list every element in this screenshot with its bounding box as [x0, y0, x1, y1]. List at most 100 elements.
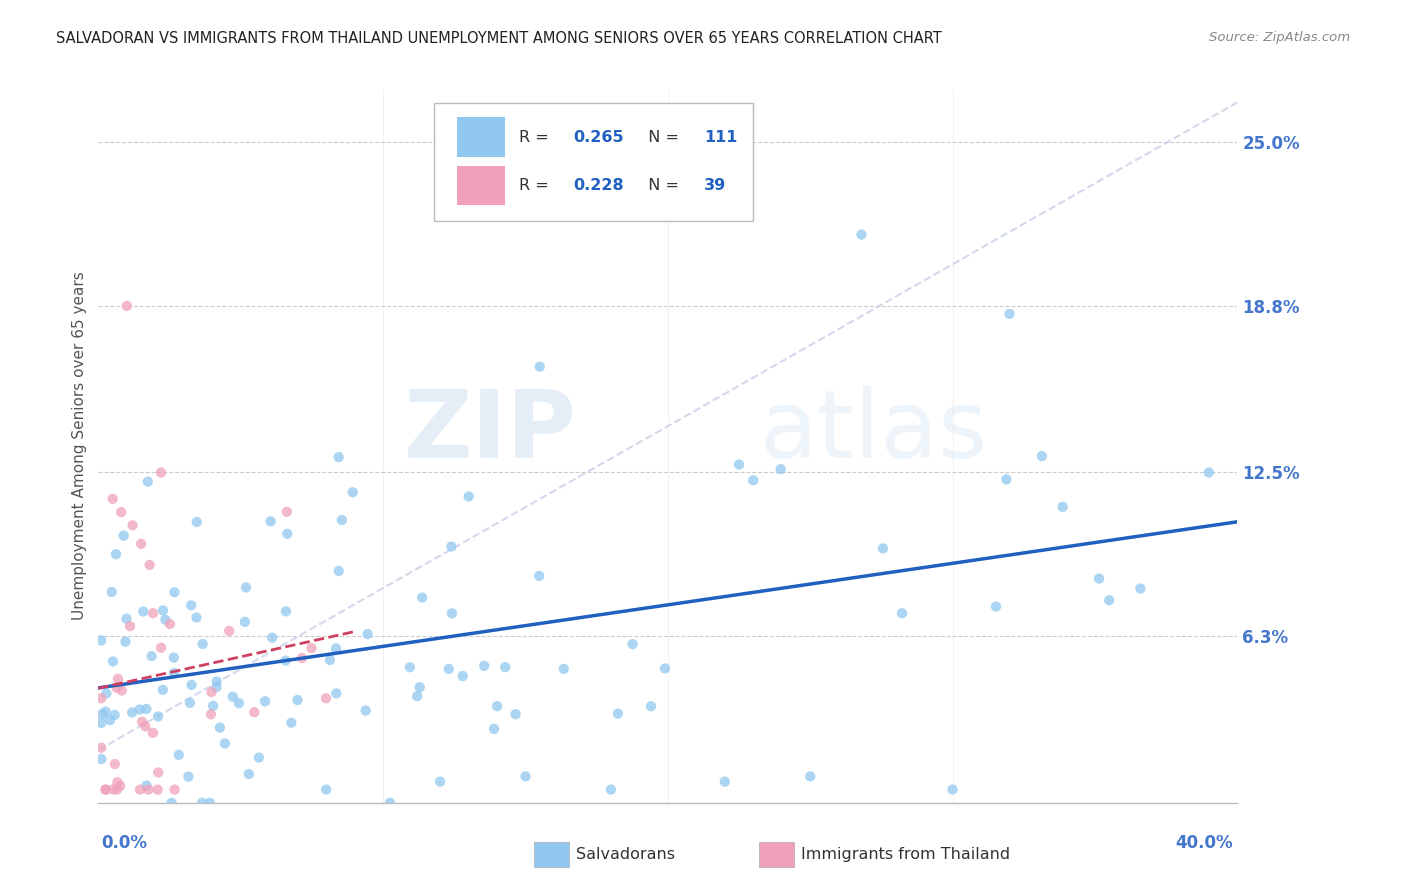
Point	[621, 637, 644, 651]
FancyBboxPatch shape	[434, 103, 754, 221]
Point	[200, 707, 222, 722]
Point	[315, 782, 337, 797]
Point	[135, 779, 157, 793]
Point	[107, 672, 129, 686]
Point	[179, 696, 201, 710]
Point	[529, 359, 551, 374]
Point	[472, 659, 495, 673]
Point	[342, 485, 364, 500]
Point	[146, 782, 169, 797]
Point	[440, 607, 463, 621]
Point	[1031, 449, 1053, 463]
Point	[205, 674, 228, 689]
Point	[214, 737, 236, 751]
Point	[243, 706, 266, 720]
Point	[105, 681, 128, 695]
Point	[134, 719, 156, 733]
Text: ZIP: ZIP	[404, 385, 576, 478]
Point	[142, 606, 165, 620]
Text: 0.228: 0.228	[574, 178, 624, 193]
Point	[228, 696, 250, 710]
Point	[494, 660, 516, 674]
Point	[90, 715, 112, 730]
Point	[872, 541, 894, 556]
Point	[135, 702, 157, 716]
Point	[356, 627, 378, 641]
Point	[274, 654, 297, 668]
Point	[96, 686, 118, 700]
Point	[515, 769, 537, 783]
Point	[129, 782, 152, 797]
Point	[90, 633, 112, 648]
Point	[274, 604, 297, 618]
Point	[891, 606, 914, 620]
Point	[191, 637, 214, 651]
Point	[101, 491, 124, 506]
Point	[399, 660, 422, 674]
Point	[112, 529, 135, 543]
Point	[276, 526, 298, 541]
Point	[167, 747, 190, 762]
Point	[276, 505, 298, 519]
Point	[328, 564, 350, 578]
Point	[262, 631, 284, 645]
Point	[111, 683, 134, 698]
Point	[148, 765, 170, 780]
Point	[198, 796, 221, 810]
Text: atlas: atlas	[759, 385, 987, 478]
Text: 0.265: 0.265	[574, 129, 624, 145]
Point	[150, 466, 173, 480]
Point	[328, 450, 350, 464]
Point	[129, 537, 152, 551]
Point	[152, 603, 174, 617]
Point	[128, 702, 150, 716]
Point	[769, 462, 792, 476]
Point	[159, 617, 181, 632]
Point	[253, 694, 276, 708]
Point	[260, 514, 283, 528]
Point	[984, 599, 1007, 614]
Point	[247, 750, 270, 764]
Point	[330, 513, 353, 527]
Point	[105, 775, 128, 789]
Point	[191, 796, 214, 810]
Point	[238, 767, 260, 781]
Point	[163, 665, 186, 680]
Point	[118, 619, 141, 633]
Point	[222, 690, 245, 704]
Point	[110, 505, 132, 519]
Text: SALVADORAN VS IMMIGRANTS FROM THAILAND UNEMPLOYMENT AMONG SENIORS OVER 65 YEARS : SALVADORAN VS IMMIGRANTS FROM THAILAND U…	[56, 31, 942, 46]
Text: N =: N =	[638, 129, 685, 145]
Point	[378, 796, 401, 810]
Point	[451, 669, 474, 683]
Point	[1088, 572, 1111, 586]
Point	[152, 682, 174, 697]
Point	[136, 475, 159, 489]
Point	[110, 779, 132, 793]
Point	[409, 680, 432, 694]
Point	[90, 752, 112, 766]
Point	[163, 650, 186, 665]
Point	[235, 581, 257, 595]
Text: R =: R =	[519, 178, 554, 193]
Text: N =: N =	[638, 178, 685, 193]
Point	[354, 704, 377, 718]
Point	[287, 693, 309, 707]
Point	[728, 458, 751, 472]
Point	[146, 709, 169, 723]
Point	[600, 782, 623, 797]
Point	[301, 641, 323, 656]
Point	[205, 680, 228, 694]
Point	[429, 774, 451, 789]
Point	[325, 686, 347, 700]
Point	[208, 721, 231, 735]
Point	[291, 651, 314, 665]
Point	[486, 699, 509, 714]
Point	[141, 649, 163, 664]
Point	[799, 769, 821, 783]
Point	[138, 558, 160, 572]
Point	[411, 591, 433, 605]
Point	[315, 691, 337, 706]
Point	[553, 662, 575, 676]
Point	[529, 569, 551, 583]
